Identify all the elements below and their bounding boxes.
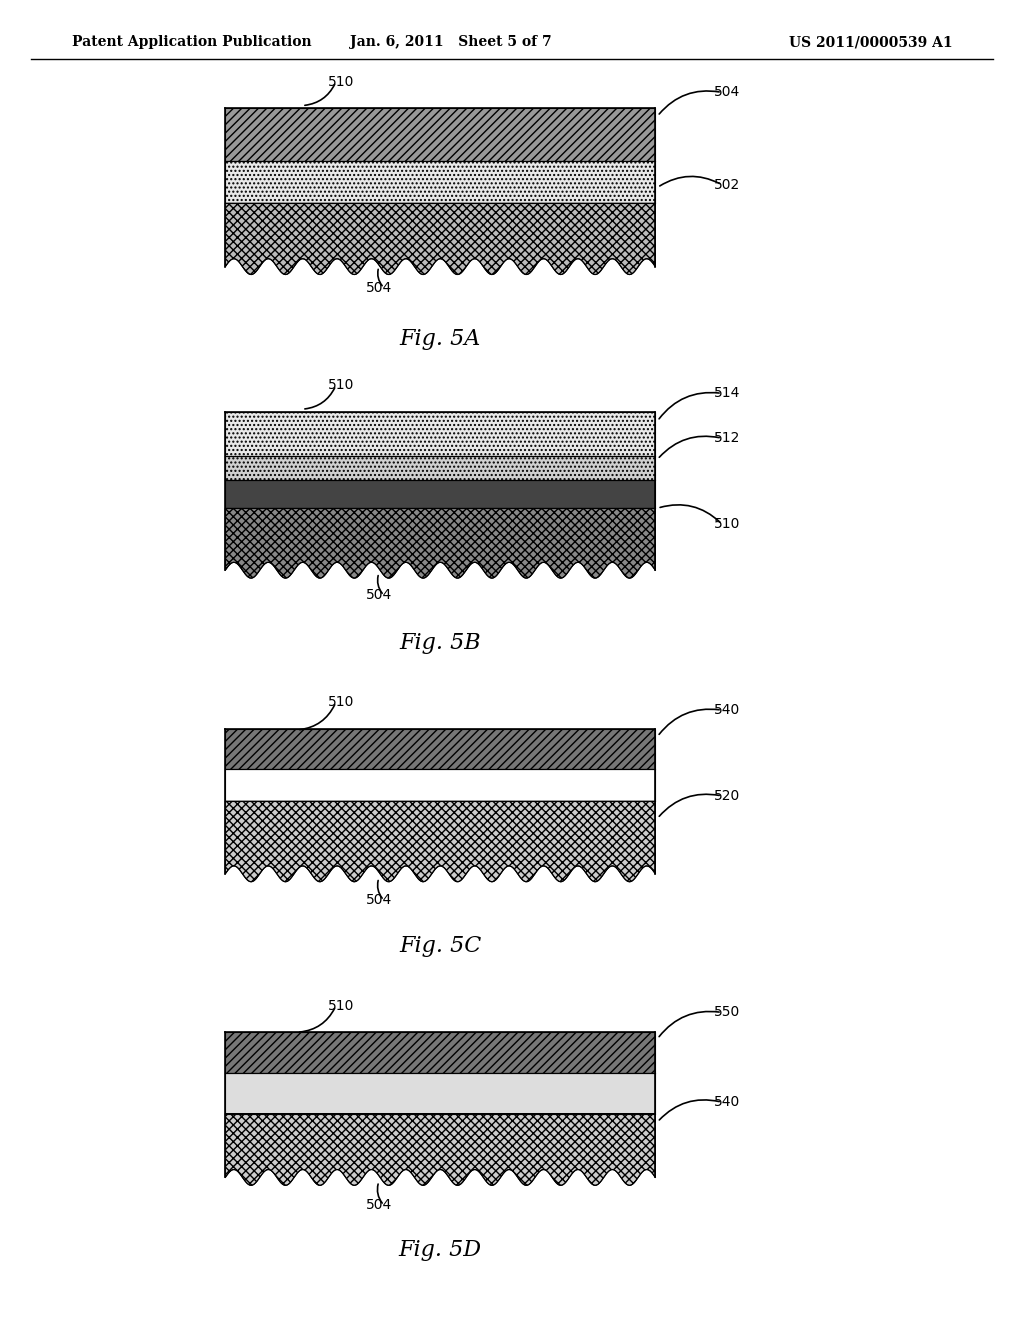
Text: 510: 510 [328, 75, 354, 88]
FancyBboxPatch shape [225, 457, 655, 480]
Text: Patent Application Publication: Patent Application Publication [72, 36, 311, 49]
Text: Fig. 5D: Fig. 5D [398, 1239, 482, 1261]
Polygon shape [225, 508, 655, 578]
Text: 504: 504 [366, 1199, 392, 1212]
Text: 504: 504 [366, 589, 392, 602]
Text: 510: 510 [328, 379, 354, 392]
Text: 504: 504 [366, 281, 392, 294]
FancyBboxPatch shape [225, 412, 655, 457]
FancyBboxPatch shape [225, 1073, 655, 1114]
Polygon shape [225, 1114, 655, 1185]
Text: 510: 510 [714, 517, 740, 531]
Text: 512: 512 [714, 432, 740, 445]
FancyBboxPatch shape [225, 480, 655, 508]
Text: 510: 510 [328, 696, 354, 709]
Text: 514: 514 [714, 387, 740, 400]
Polygon shape [225, 203, 655, 275]
Polygon shape [225, 801, 655, 882]
Text: Fig. 5A: Fig. 5A [399, 329, 481, 350]
Text: 520: 520 [714, 789, 740, 803]
FancyBboxPatch shape [225, 161, 655, 203]
Text: 550: 550 [714, 1006, 740, 1019]
Text: Jan. 6, 2011   Sheet 5 of 7: Jan. 6, 2011 Sheet 5 of 7 [350, 36, 551, 49]
Text: 504: 504 [714, 86, 740, 99]
Text: 502: 502 [714, 178, 740, 191]
FancyBboxPatch shape [225, 729, 655, 770]
FancyBboxPatch shape [225, 108, 655, 161]
FancyBboxPatch shape [225, 770, 655, 801]
Text: 510: 510 [328, 999, 354, 1012]
Text: 504: 504 [366, 894, 392, 907]
Text: Fig. 5C: Fig. 5C [399, 936, 481, 957]
FancyBboxPatch shape [225, 1032, 655, 1073]
Text: 540: 540 [714, 1096, 740, 1109]
Text: Fig. 5B: Fig. 5B [399, 632, 481, 653]
Text: 540: 540 [714, 704, 740, 717]
Text: US 2011/0000539 A1: US 2011/0000539 A1 [788, 36, 952, 49]
